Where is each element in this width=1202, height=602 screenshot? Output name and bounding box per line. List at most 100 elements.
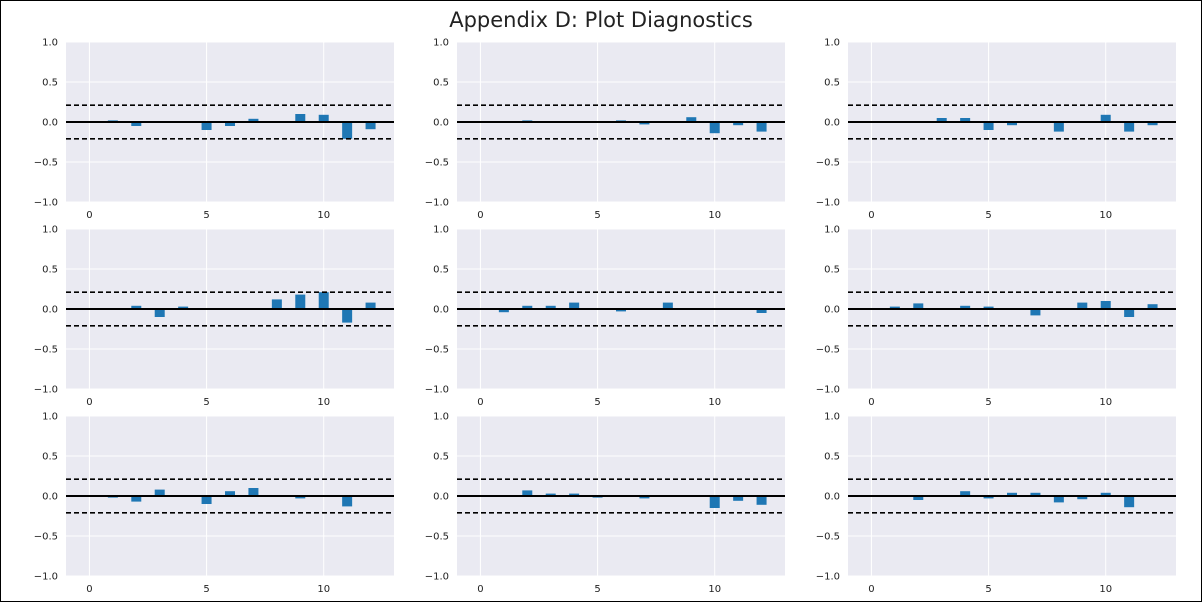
acf-bar-lag-8 (271, 299, 282, 309)
y-tick-label: 1.0 (824, 412, 840, 423)
acf-bar-lag-11 (342, 496, 353, 507)
x-tick-label: 5 (203, 397, 209, 408)
y-tick-label: 0.0 (42, 118, 58, 129)
x-tick-label: 5 (594, 397, 600, 408)
y-tick-label: −1.0 (34, 198, 58, 209)
x-tick-label: 0 (477, 397, 483, 408)
acf-bar-lag-7 (1030, 309, 1041, 316)
y-tick-label: −0.5 (34, 345, 58, 356)
acf-bar-lag-9 (1077, 302, 1088, 309)
acf-bar-lag-9 (295, 496, 306, 499)
x-tick-label: 0 (86, 397, 92, 408)
acf-subplot-1: 1.0 0.5 0.0 −0.5 −1.0 0 5 10 (34, 38, 394, 221)
acf-bar-lag-3 (545, 305, 556, 309)
y-tick-label: −1.0 (816, 385, 840, 396)
acf-bar-lag-7 (639, 496, 650, 499)
acf-bar-lag-4 (960, 491, 971, 496)
acf-bar-lag-3 (154, 489, 165, 496)
y-tick-label: −1.0 (425, 572, 449, 583)
acf-bar-lag-10 (318, 292, 329, 309)
acf-bar-lag-11 (1124, 496, 1135, 508)
y-tick-label: 0.5 (824, 265, 840, 276)
acf-bar-lag-12 (365, 122, 376, 130)
x-tick-label: 5 (985, 397, 991, 408)
x-tick-label: 0 (868, 584, 874, 595)
acf-bar-lag-5 (983, 306, 994, 309)
y-tick-label: 1.0 (433, 38, 449, 49)
y-tick-label: −1.0 (34, 385, 58, 396)
y-tick-label: 1.0 (42, 225, 58, 236)
y-tick-label: −1.0 (425, 198, 449, 209)
acf-bar-lag-5 (983, 496, 994, 499)
x-tick-label: 10 (317, 397, 330, 408)
acf-bar-lag-2 (131, 496, 142, 502)
acf-bar-lag-11 (342, 309, 353, 323)
x-tick-label: 5 (203, 584, 209, 595)
y-tick-label: −0.5 (34, 532, 58, 543)
y-tick-label: 1.0 (42, 38, 58, 49)
acf-bar-lag-12 (756, 496, 767, 505)
y-tick-label: 1.0 (433, 225, 449, 236)
acf-bar-lag-6 (1007, 122, 1017, 126)
y-tick-label: 0.0 (824, 305, 840, 316)
y-tick-label: −1.0 (34, 572, 58, 583)
x-tick-label: 5 (985, 210, 991, 221)
y-tick-label: 0.0 (824, 492, 840, 503)
acf-subplot-8: 1.0 0.5 0.0 −0.5 −1.0 0 5 10 (425, 412, 785, 595)
y-tick-label: −1.0 (816, 572, 840, 583)
y-tick-label: 0.5 (433, 265, 449, 276)
y-tick-label: 0.0 (42, 305, 58, 316)
x-tick-label: 0 (868, 397, 874, 408)
acf-bar-lag-2 (913, 303, 924, 309)
acf-bar-lag-2 (522, 305, 533, 309)
acf-bar-lag-12 (1147, 304, 1158, 309)
acf-bar-lag-4 (569, 493, 580, 496)
x-tick-label: 10 (708, 584, 721, 595)
x-tick-label: 10 (1099, 210, 1112, 221)
acf-bar-lag-8 (662, 302, 673, 309)
acf-bar-lag-6 (616, 309, 626, 312)
acf-bar-lag-9 (295, 114, 306, 122)
acf-bar-lag-4 (960, 305, 971, 309)
x-tick-label: 5 (985, 584, 991, 595)
acf-bar-lag-2 (522, 490, 533, 496)
x-tick-label: 5 (203, 210, 209, 221)
acf-bar-lag-7 (248, 118, 259, 122)
x-tick-label: 5 (594, 210, 600, 221)
acf-bar-lag-2 (913, 496, 924, 500)
acf-bar-lag-6 (1007, 492, 1017, 496)
y-tick-label: 0.5 (433, 78, 449, 89)
acf-bar-lag-10 (1100, 492, 1111, 496)
acf-bar-lag-10 (709, 122, 720, 134)
acf-bar-lag-3 (154, 309, 165, 317)
y-tick-label: 1.0 (42, 412, 58, 423)
y-tick-label: 0.5 (42, 78, 58, 89)
acf-bar-lag-1 (498, 309, 509, 313)
acf-subplot-7: 1.0 0.5 0.0 −0.5 −1.0 0 5 10 (34, 412, 394, 595)
x-tick-label: 10 (317, 210, 330, 221)
y-tick-label: 0.0 (824, 118, 840, 129)
acf-subplot-4: 1.0 0.5 0.0 −0.5 −1.0 0 5 10 (34, 225, 394, 408)
acf-bar-lag-2 (131, 305, 142, 309)
x-tick-label: 0 (477, 584, 483, 595)
acf-bar-lag-5 (983, 122, 994, 130)
acf-bar-lag-10 (1100, 114, 1111, 122)
acf-bar-lag-9 (686, 117, 697, 122)
acf-bar-lag-6 (225, 122, 235, 126)
acf-bar-lag-2 (131, 122, 142, 126)
acf-bar-lag-12 (1147, 122, 1158, 126)
acf-bar-lag-6 (225, 491, 235, 496)
acf-bar-lag-3 (545, 493, 556, 496)
acf-bar-lag-11 (342, 122, 353, 139)
y-tick-label: −0.5 (425, 532, 449, 543)
y-tick-label: 0.5 (42, 265, 58, 276)
y-tick-label: 1.0 (824, 225, 840, 236)
y-tick-label: 1.0 (824, 38, 840, 49)
acf-bar-lag-9 (1077, 496, 1088, 500)
acf-bar-lag-12 (756, 309, 767, 313)
acf-bar-lag-7 (639, 122, 650, 125)
acf-bar-lag-10 (318, 114, 329, 122)
x-tick-label: 0 (868, 210, 874, 221)
acf-bar-lag-3 (936, 118, 947, 122)
x-tick-label: 5 (594, 584, 600, 595)
